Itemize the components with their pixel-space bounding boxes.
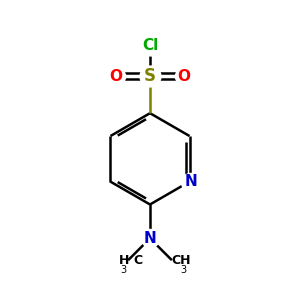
Text: S: S — [144, 68, 156, 85]
Text: CH: CH — [172, 254, 191, 267]
Text: N: N — [184, 174, 197, 189]
Text: 3: 3 — [180, 266, 186, 275]
Text: H: H — [119, 254, 130, 267]
Text: O: O — [177, 69, 190, 84]
Text: C: C — [134, 254, 142, 267]
Text: O: O — [110, 69, 123, 84]
Text: N: N — [144, 231, 156, 246]
Text: 3: 3 — [121, 266, 127, 275]
Text: Cl: Cl — [142, 38, 158, 53]
